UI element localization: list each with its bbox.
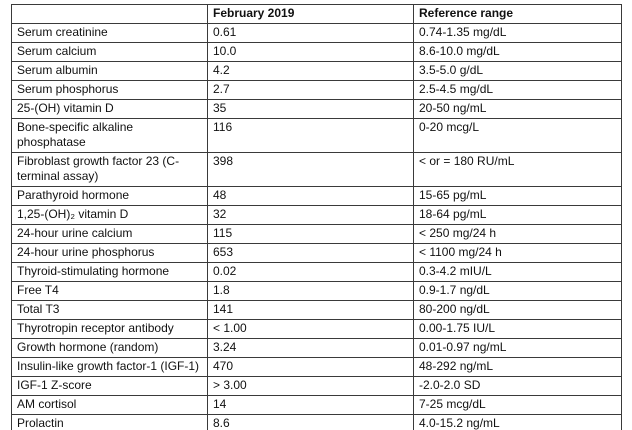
value-cell: 10.0 bbox=[207, 42, 414, 62]
value-cell: 653 bbox=[207, 243, 414, 263]
reference-range-cell: < 1100 mg/24 h bbox=[413, 243, 622, 263]
test-name-cell: Total T3 bbox=[11, 300, 208, 320]
test-name-cell: 1,25-(OH)₂ vitamin D bbox=[11, 205, 208, 225]
test-name-cell: Bone-specific alkaline phosphatase bbox=[11, 118, 208, 153]
table-row: Growth hormone (random) 3.24 0.01-0.97 n… bbox=[11, 338, 622, 358]
reference-range-cell: 7-25 mcg/dL bbox=[413, 395, 622, 415]
test-name-cell: Fibroblast growth factor 23 (C-terminal … bbox=[11, 152, 208, 187]
value-cell: 3.24 bbox=[207, 338, 414, 358]
header-reference-range: Reference range bbox=[413, 4, 622, 24]
value-cell: 141 bbox=[207, 300, 414, 320]
test-name-cell: Prolactin bbox=[11, 414, 208, 430]
header-february-2019: February 2019 bbox=[207, 4, 414, 24]
value-cell: < 1.00 bbox=[207, 319, 414, 339]
header-test-name bbox=[11, 4, 208, 24]
test-name-cell: Serum phosphorus bbox=[11, 80, 208, 100]
reference-range-cell: 0.3-4.2 mIU/L bbox=[413, 262, 622, 282]
lab-results-table: February 2019 Reference range Serum crea… bbox=[11, 4, 622, 430]
reference-range-cell: 0.9-1.7 ng/dL bbox=[413, 281, 622, 301]
table-row: IGF-1 Z-score > 3.00 -2.0-2.0 SD bbox=[11, 376, 622, 396]
value-cell: 115 bbox=[207, 224, 414, 244]
reference-range-cell: < or = 180 RU/mL bbox=[413, 152, 622, 187]
value-cell: 35 bbox=[207, 99, 414, 119]
value-cell: 1.8 bbox=[207, 281, 414, 301]
reference-range-cell: 18-64 pg/mL bbox=[413, 205, 622, 225]
value-cell: 0.61 bbox=[207, 23, 414, 43]
reference-range-cell: 4.0-15.2 ng/mL bbox=[413, 414, 622, 430]
value-cell: 470 bbox=[207, 357, 414, 377]
reference-range-cell: 0.74-1.35 mg/dL bbox=[413, 23, 622, 43]
test-name-cell: Serum albumin bbox=[11, 61, 208, 81]
table-row: Free T4 1.8 0.9-1.7 ng/dL bbox=[11, 281, 622, 301]
table-row: Parathyroid hormone 48 15-65 pg/mL bbox=[11, 186, 622, 206]
table-row: 24-hour urine phosphorus 653 < 1100 mg/2… bbox=[11, 243, 622, 263]
table-row: Thyrotropin receptor antibody < 1.00 0.0… bbox=[11, 319, 622, 339]
table-row: Total T3 141 80-200 ng/dL bbox=[11, 300, 622, 320]
table-row: Serum albumin 4.2 3.5-5.0 g/dL bbox=[11, 61, 622, 81]
value-cell: 116 bbox=[207, 118, 414, 153]
table-row: Serum calcium 10.0 8.6-10.0 mg/dL bbox=[11, 42, 622, 62]
test-name-cell: AM cortisol bbox=[11, 395, 208, 415]
table-row: Prolactin 8.6 4.0-15.2 ng/mL bbox=[11, 414, 622, 430]
test-name-cell: Thyrotropin receptor antibody bbox=[11, 319, 208, 339]
reference-range-cell: 15-65 pg/mL bbox=[413, 186, 622, 206]
test-name-cell: Serum creatinine bbox=[11, 23, 208, 43]
table-row: Serum phosphorus 2.7 2.5-4.5 mg/dL bbox=[11, 80, 622, 100]
test-name-cell: Serum calcium bbox=[11, 42, 208, 62]
test-name-cell: 24-hour urine calcium bbox=[11, 224, 208, 244]
value-cell: > 3.00 bbox=[207, 376, 414, 396]
reference-range-cell: 2.5-4.5 mg/dL bbox=[413, 80, 622, 100]
table-row: Insulin-like growth factor-1 (IGF-1) 470… bbox=[11, 357, 622, 377]
table-row: Bone-specific alkaline phosphatase 116 0… bbox=[11, 118, 622, 153]
table-row: Serum creatinine 0.61 0.74-1.35 mg/dL bbox=[11, 23, 622, 43]
header-row: February 2019 Reference range bbox=[11, 4, 622, 24]
value-cell: 48 bbox=[207, 186, 414, 206]
table-row: 24-hour urine calcium 115 < 250 mg/24 h bbox=[11, 224, 622, 244]
reference-range-cell: 0.00-1.75 IU/L bbox=[413, 319, 622, 339]
test-name-cell: Free T4 bbox=[11, 281, 208, 301]
test-name-cell: IGF-1 Z-score bbox=[11, 376, 208, 396]
test-name-cell: Insulin-like growth factor-1 (IGF-1) bbox=[11, 357, 208, 377]
reference-range-cell: 0-20 mcg/L bbox=[413, 118, 622, 153]
table-row: Thyroid-stimulating hormone 0.02 0.3-4.2… bbox=[11, 262, 622, 282]
reference-range-cell: 20-50 ng/mL bbox=[413, 99, 622, 119]
reference-range-cell: 3.5-5.0 g/dL bbox=[413, 61, 622, 81]
test-name-cell: 25-(OH) vitamin D bbox=[11, 99, 208, 119]
table-row: AM cortisol 14 7-25 mcg/dL bbox=[11, 395, 622, 415]
value-cell: 4.2 bbox=[207, 61, 414, 81]
test-name-cell: Parathyroid hormone bbox=[11, 186, 208, 206]
value-cell: 8.6 bbox=[207, 414, 414, 430]
reference-range-cell: -2.0-2.0 SD bbox=[413, 376, 622, 396]
test-name-cell: 24-hour urine phosphorus bbox=[11, 243, 208, 263]
reference-range-cell: 48-292 ng/mL bbox=[413, 357, 622, 377]
value-cell: 2.7 bbox=[207, 80, 414, 100]
value-cell: 398 bbox=[207, 152, 414, 187]
test-name-cell: Growth hormone (random) bbox=[11, 338, 208, 358]
value-cell: 14 bbox=[207, 395, 414, 415]
reference-range-cell: < 250 mg/24 h bbox=[413, 224, 622, 244]
value-cell: 0.02 bbox=[207, 262, 414, 282]
test-name-cell: Thyroid-stimulating hormone bbox=[11, 262, 208, 282]
table-row: 1,25-(OH)₂ vitamin D 32 18-64 pg/mL bbox=[11, 205, 622, 225]
reference-range-cell: 80-200 ng/dL bbox=[413, 300, 622, 320]
table-row: 25-(OH) vitamin D 35 20-50 ng/mL bbox=[11, 99, 622, 119]
reference-range-cell: 0.01-0.97 ng/mL bbox=[413, 338, 622, 358]
table-row: Fibroblast growth factor 23 (C-terminal … bbox=[11, 152, 622, 187]
reference-range-cell: 8.6-10.0 mg/dL bbox=[413, 42, 622, 62]
value-cell: 32 bbox=[207, 205, 414, 225]
